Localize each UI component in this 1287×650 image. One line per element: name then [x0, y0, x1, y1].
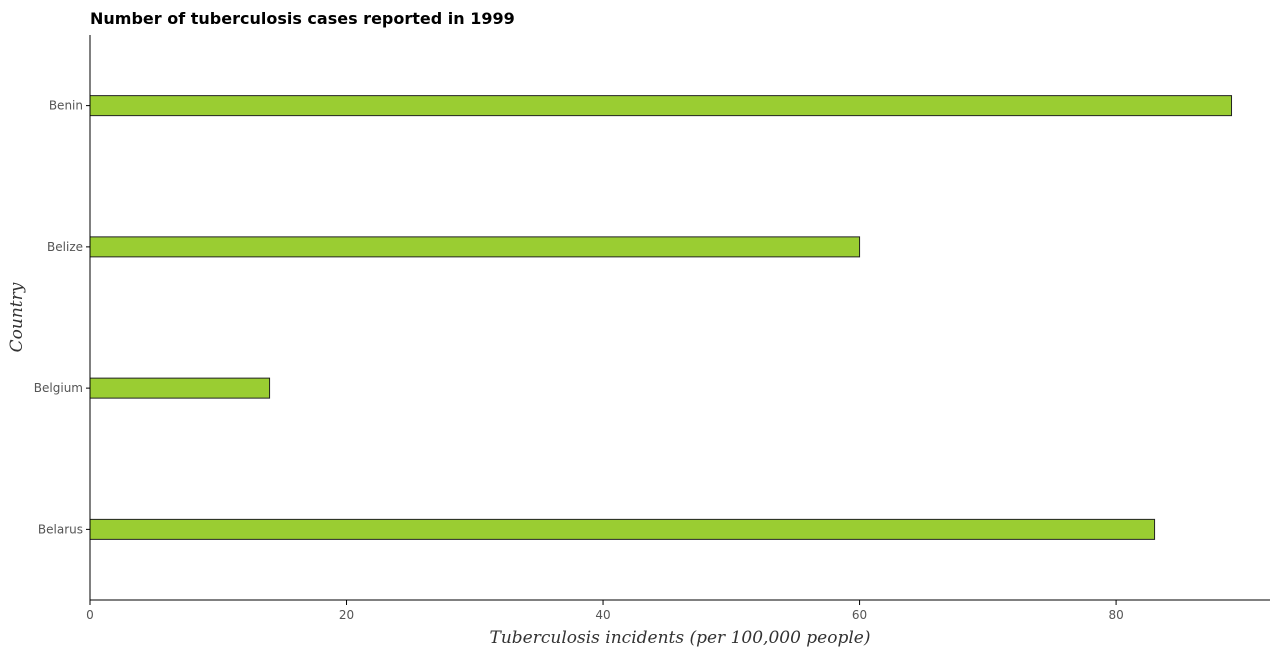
x-tick-label: 0: [86, 608, 94, 622]
y-tick-label: Benin: [49, 99, 83, 113]
x-tick-label: 80: [1108, 608, 1123, 622]
bars-layer: [89, 95, 1233, 540]
chart-title: Number of tuberculosis cases reported in…: [90, 9, 515, 28]
axes-layer: [89, 35, 1270, 601]
bar-belarus: [89, 518, 1156, 540]
x-tick-label: 20: [339, 608, 354, 622]
y-tick-label: Belize: [47, 240, 83, 254]
bar-benin: [89, 95, 1233, 117]
bar-belize: [89, 236, 861, 258]
x-tick-label: 40: [595, 608, 610, 622]
x-axis-label: Tuberculosis incidents (per 100,000 peop…: [490, 628, 871, 648]
y-tick-label: Belarus: [38, 522, 83, 536]
y-ticks: Belarus Belgium Belize Benin: [34, 99, 90, 536]
bar-belgium: [89, 377, 271, 399]
y-tick-label: Belgium: [34, 381, 83, 395]
x-tick-label: 60: [852, 608, 867, 622]
x-ticks: 0 20 40 60 80: [86, 600, 1124, 622]
y-axis-label: Country: [7, 282, 27, 352]
